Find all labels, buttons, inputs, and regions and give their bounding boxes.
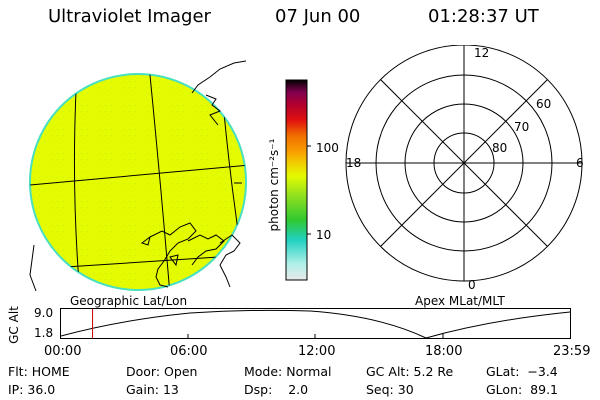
- colorbar-tick-10: 10: [316, 228, 332, 242]
- coastline: [29, 60, 247, 292]
- dsp-label: Dsp:: [244, 382, 273, 397]
- observation-date: 07 Jun 00: [275, 6, 361, 27]
- uv-image-disk: [29, 73, 247, 291]
- ip-value: 36.0: [27, 382, 56, 397]
- intensity-colorbar: [285, 79, 311, 281]
- door-value: Open: [164, 364, 198, 379]
- door-status: Door: Open: [126, 364, 197, 379]
- gcalt-label: GC Alt:: [366, 364, 410, 379]
- gain-label: Gain:: [126, 382, 159, 397]
- filter-value: HOME: [31, 364, 70, 379]
- left-panel-caption: Geographic Lat/Lon: [70, 294, 188, 308]
- colorbar-tick-100: 100: [316, 141, 339, 155]
- instrument-title: Ultraviolet Imager: [48, 6, 211, 27]
- mlt-label-18: 18: [346, 156, 362, 170]
- time-tick-0000: 00:00: [44, 344, 82, 359]
- geographic-image-panel: [29, 60, 247, 292]
- seq-status: Seq: 30: [366, 382, 414, 397]
- mlat-label-70: 70: [514, 120, 530, 134]
- mode-value: Normal: [286, 364, 332, 379]
- gcalt-value: 5.2 Re: [413, 364, 454, 379]
- glat-label: GLat:: [486, 364, 520, 379]
- door-label: Door:: [126, 364, 161, 379]
- mlt-label-0: 0: [468, 278, 476, 292]
- seq-label: Seq:: [366, 382, 394, 397]
- mlt-label-12: 12: [474, 46, 490, 60]
- colorbar-unit-label: photon cm⁻²s⁻¹: [267, 138, 281, 232]
- glon-label: GLon:: [486, 382, 523, 397]
- filter-status: Flt: HOME: [8, 364, 70, 379]
- altitude-strip-plot: [60, 308, 571, 339]
- gain-value: 13: [162, 382, 179, 397]
- mode-label: Mode:: [244, 364, 283, 379]
- time-tick-1800: 18:00: [425, 344, 463, 359]
- gain-status: Gain: 13: [126, 382, 179, 397]
- time-tick-2359: 23:59: [553, 344, 591, 359]
- glon-status: GLon: 89.1: [486, 382, 558, 397]
- seq-value: 30: [397, 382, 414, 397]
- mlt-label-6: 6: [576, 156, 584, 170]
- mlat-label-60: 60: [536, 97, 552, 111]
- dsp-value: 2.0: [288, 382, 309, 397]
- glat-value: −3.4: [527, 364, 558, 379]
- glon-value: 89.1: [530, 382, 559, 397]
- ip-status: IP: 36.0: [8, 382, 55, 397]
- dsp-status: Dsp: 2.0: [244, 382, 308, 397]
- observation-time: 01:28:37 UT: [428, 6, 539, 27]
- altitude-tick-low: 1.8: [34, 326, 54, 340]
- glat-status: GLat: −3.4: [486, 364, 558, 379]
- altitude-axis-label: GC Alt: [7, 306, 21, 344]
- time-tick-1200: 12:00: [298, 344, 336, 359]
- time-tick-0600: 06:00: [170, 344, 208, 359]
- altitude-tick-high: 9.0: [34, 306, 54, 320]
- mlat-label-80: 80: [492, 141, 508, 155]
- mode-status: Mode: Normal: [244, 364, 332, 379]
- gcalt-status: GC Alt: 5.2 Re: [366, 364, 453, 379]
- apex-polar-plot: [345, 45, 583, 282]
- right-panel-caption: Apex MLat/MLT: [415, 294, 505, 308]
- filter-label: Flt:: [8, 364, 28, 379]
- ip-label: IP:: [8, 382, 24, 397]
